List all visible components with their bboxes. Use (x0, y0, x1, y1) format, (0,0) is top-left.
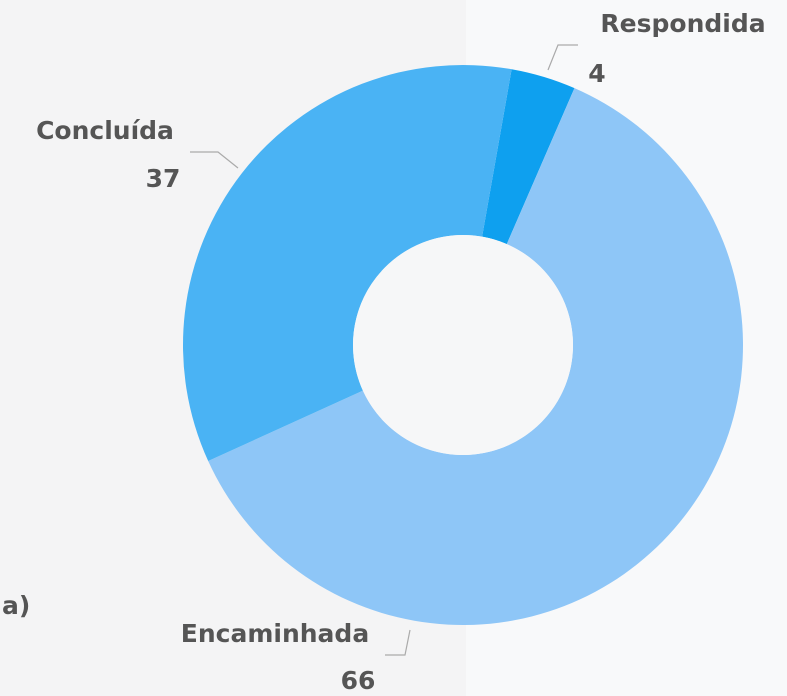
donut-hole (353, 235, 573, 455)
donut-slice (208, 88, 744, 625)
leader-line (547, 44, 578, 71)
slice-value: 4 (588, 59, 605, 88)
donut-slice (182, 64, 512, 462)
side-label: a) (2, 591, 30, 620)
slice-label: Encaminhada (181, 619, 369, 648)
leader-line (385, 629, 411, 656)
slice-label: Respondida (600, 9, 765, 38)
slice-label: Concluída (36, 116, 174, 145)
donut-slice (482, 69, 575, 245)
leader-line (190, 151, 239, 169)
slice-value: 66 (341, 666, 376, 695)
slice-value: 37 (146, 164, 181, 193)
